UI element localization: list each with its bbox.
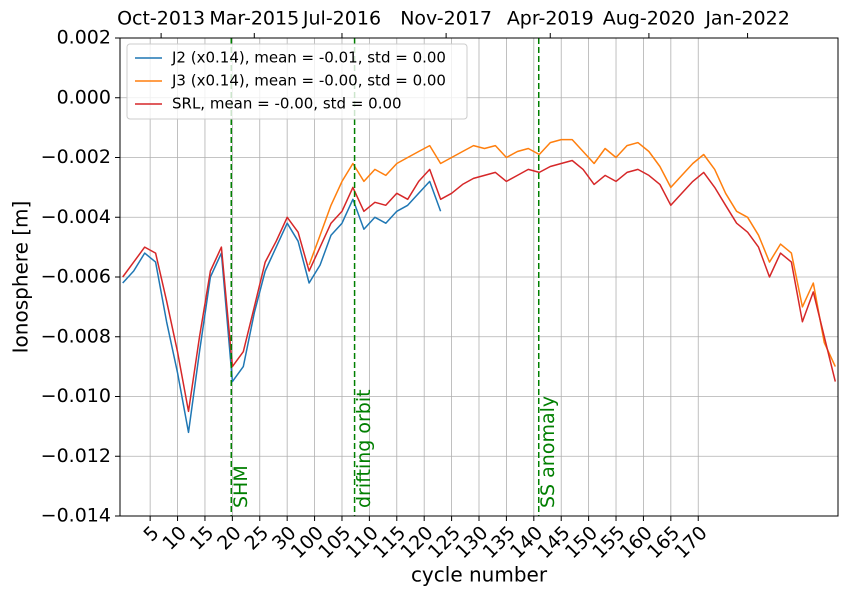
x2-tick-label: Aug-2020 [603,8,695,30]
annotation-label: drifting orbit [353,389,375,508]
y-tick-label: 0.000 [57,86,111,108]
x2-tick-label: Oct-2013 [117,8,205,30]
legend-label: J3 (x0.14), mean = -0.00, std = 0.00 [171,72,446,90]
y-axis-label: Ionosphere [m] [9,201,33,354]
y-tick-label: 0.002 [57,27,111,49]
y-tick-label: −0.010 [41,385,111,407]
annotation-label: SHM [230,465,252,508]
y-tick-label: −0.002 [41,146,111,168]
legend-label: J2 (x0.14), mean = -0.01, std = 0.00 [171,49,446,67]
y-tick-label: −0.006 [41,266,111,288]
x-tick-label: 170 [670,522,711,563]
x-tick-label: 5 [139,522,163,546]
legend: J2 (x0.14), mean = -0.01, std = 0.00 J3 (… [126,43,468,120]
y-tick-label: −0.008 [41,325,111,347]
series-line [122,180,442,434]
x2-tick-label: Mar-2015 [209,8,299,30]
x2-tick-label: Apr-2019 [507,8,594,30]
x2-tick-label: Nov-2017 [400,8,492,30]
y-tick-label: −0.014 [41,505,111,527]
plot-frame [119,37,839,517]
annotation-label: SS anomaly [537,396,559,508]
x2-tick-label: Jul-2016 [302,8,381,30]
series-line [122,159,837,413]
x2-tick-label: Jan-2022 [704,8,790,30]
y-tick-label: −0.012 [41,445,111,467]
x-axis-label: cycle number [411,563,548,587]
y-tick-label: −0.004 [41,206,111,228]
legend-box [126,43,468,120]
series-line [308,138,836,367]
legend-label: SRL, mean = -0.00, std = 0.00 [172,95,402,113]
